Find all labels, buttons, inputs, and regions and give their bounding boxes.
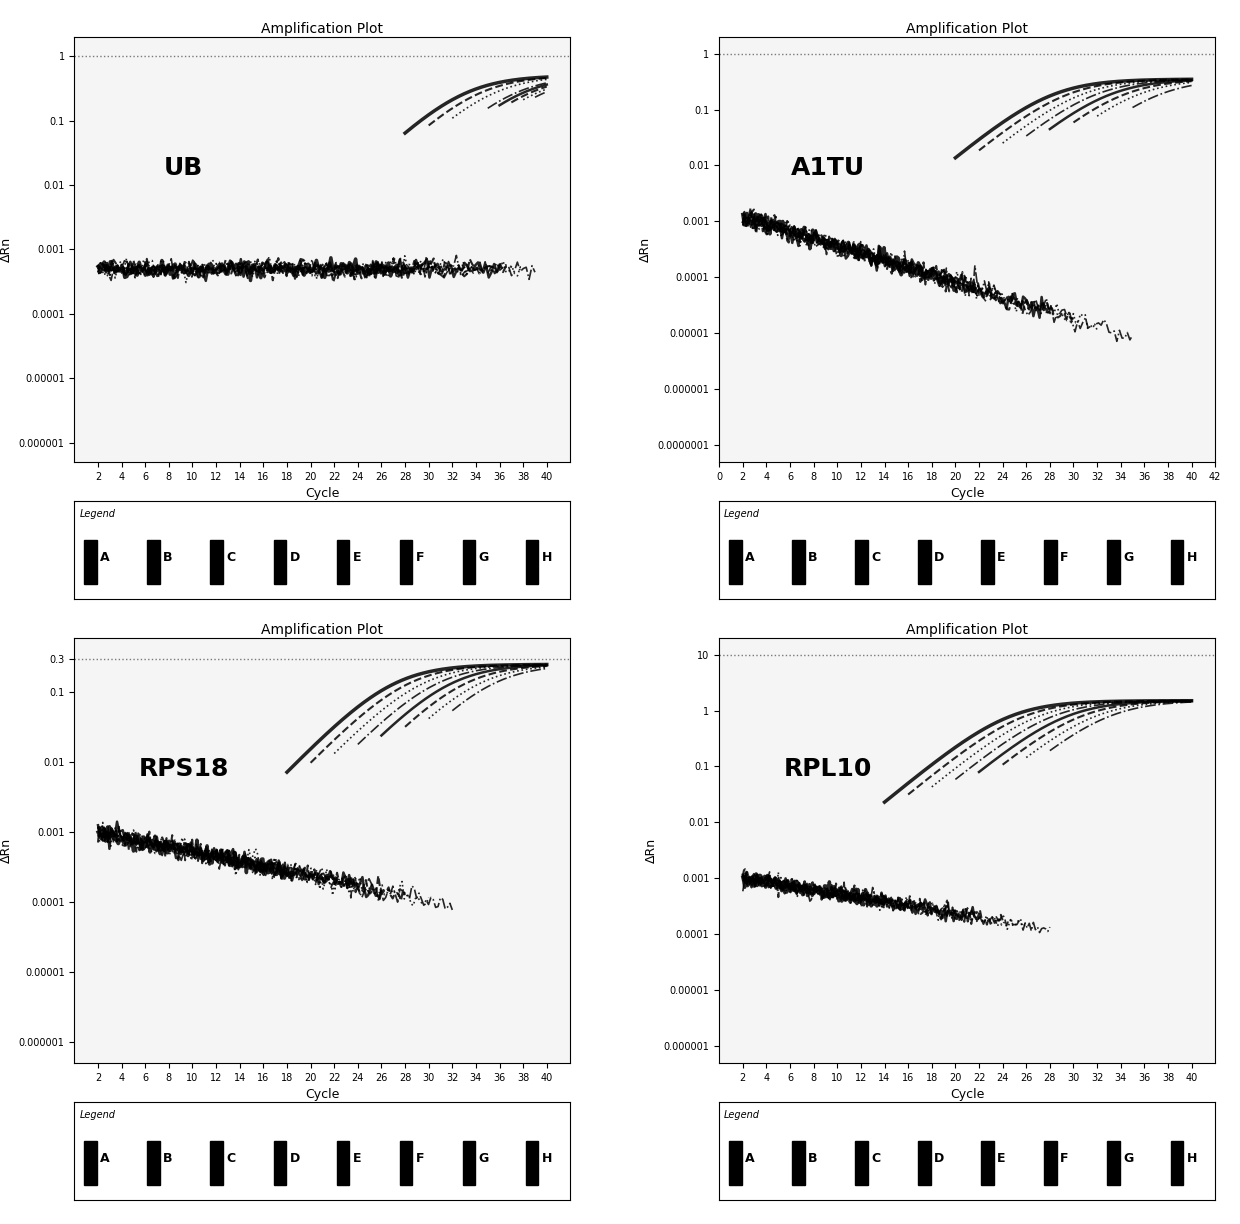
- Text: H: H: [1187, 551, 1197, 564]
- Text: Legend: Legend: [724, 509, 760, 519]
- Text: F: F: [415, 1152, 424, 1165]
- FancyBboxPatch shape: [1171, 1141, 1183, 1185]
- FancyBboxPatch shape: [919, 540, 931, 584]
- Text: Legend: Legend: [79, 1110, 115, 1120]
- FancyBboxPatch shape: [148, 1141, 160, 1185]
- Title: Amplification Plot: Amplification Plot: [906, 623, 1028, 636]
- FancyBboxPatch shape: [211, 1141, 223, 1185]
- FancyBboxPatch shape: [336, 1141, 348, 1185]
- Text: E: E: [352, 1152, 361, 1165]
- Text: F: F: [1060, 1152, 1069, 1165]
- FancyBboxPatch shape: [919, 1141, 931, 1185]
- Text: G: G: [1123, 551, 1133, 564]
- Text: G: G: [479, 551, 489, 564]
- FancyBboxPatch shape: [463, 540, 475, 584]
- Text: G: G: [1123, 1152, 1133, 1165]
- Y-axis label: ΔRn: ΔRn: [639, 237, 652, 262]
- FancyBboxPatch shape: [1044, 1141, 1056, 1185]
- Text: A: A: [100, 1152, 110, 1165]
- FancyBboxPatch shape: [399, 1141, 412, 1185]
- FancyBboxPatch shape: [463, 1141, 475, 1185]
- X-axis label: Cycle: Cycle: [305, 487, 340, 501]
- FancyBboxPatch shape: [856, 1141, 868, 1185]
- FancyBboxPatch shape: [399, 540, 412, 584]
- Text: G: G: [479, 1152, 489, 1165]
- Text: D: D: [289, 551, 300, 564]
- Text: A: A: [745, 1152, 755, 1165]
- Text: C: C: [227, 1152, 236, 1165]
- FancyBboxPatch shape: [274, 1141, 286, 1185]
- FancyBboxPatch shape: [792, 1141, 805, 1185]
- FancyBboxPatch shape: [981, 540, 993, 584]
- FancyBboxPatch shape: [729, 1141, 742, 1185]
- Text: E: E: [997, 551, 1006, 564]
- FancyBboxPatch shape: [1107, 1141, 1120, 1185]
- FancyBboxPatch shape: [856, 540, 868, 584]
- Text: B: B: [808, 1152, 817, 1165]
- Text: B: B: [808, 551, 817, 564]
- Text: UB: UB: [164, 155, 203, 180]
- FancyBboxPatch shape: [1044, 540, 1056, 584]
- Text: A: A: [100, 551, 110, 564]
- Text: RPS18: RPS18: [139, 756, 228, 781]
- Text: C: C: [872, 551, 880, 564]
- Text: H: H: [1187, 1152, 1197, 1165]
- Text: Legend: Legend: [724, 1110, 760, 1120]
- FancyBboxPatch shape: [1107, 540, 1120, 584]
- Text: C: C: [227, 551, 236, 564]
- Text: C: C: [872, 1152, 880, 1165]
- FancyBboxPatch shape: [526, 540, 538, 584]
- Title: Amplification Plot: Amplification Plot: [906, 22, 1028, 35]
- FancyBboxPatch shape: [981, 1141, 993, 1185]
- Text: F: F: [415, 551, 424, 564]
- Text: B: B: [164, 551, 172, 564]
- Y-axis label: ΔRn: ΔRn: [0, 237, 14, 262]
- FancyBboxPatch shape: [526, 1141, 538, 1185]
- FancyBboxPatch shape: [1171, 540, 1183, 584]
- FancyBboxPatch shape: [274, 540, 286, 584]
- Y-axis label: ΔRn: ΔRn: [645, 838, 658, 863]
- Text: E: E: [997, 1152, 1006, 1165]
- FancyBboxPatch shape: [336, 540, 348, 584]
- Y-axis label: ΔRn: ΔRn: [0, 838, 14, 863]
- Text: F: F: [1060, 551, 1069, 564]
- Text: D: D: [934, 1152, 945, 1165]
- Text: RPL10: RPL10: [784, 756, 873, 781]
- Text: A1TU: A1TU: [791, 155, 866, 180]
- FancyBboxPatch shape: [84, 540, 97, 584]
- X-axis label: Cycle: Cycle: [305, 1088, 340, 1102]
- Text: D: D: [934, 551, 945, 564]
- Text: B: B: [164, 1152, 172, 1165]
- Text: H: H: [542, 551, 552, 564]
- FancyBboxPatch shape: [211, 540, 223, 584]
- Text: A: A: [745, 551, 755, 564]
- Text: H: H: [542, 1152, 552, 1165]
- FancyBboxPatch shape: [729, 540, 742, 584]
- Title: Amplification Plot: Amplification Plot: [262, 623, 383, 636]
- Text: D: D: [289, 1152, 300, 1165]
- FancyBboxPatch shape: [84, 1141, 97, 1185]
- FancyBboxPatch shape: [792, 540, 805, 584]
- Text: Legend: Legend: [79, 509, 115, 519]
- Text: E: E: [352, 551, 361, 564]
- X-axis label: Cycle: Cycle: [950, 1088, 985, 1102]
- X-axis label: Cycle: Cycle: [950, 487, 985, 501]
- Title: Amplification Plot: Amplification Plot: [262, 22, 383, 35]
- FancyBboxPatch shape: [148, 540, 160, 584]
